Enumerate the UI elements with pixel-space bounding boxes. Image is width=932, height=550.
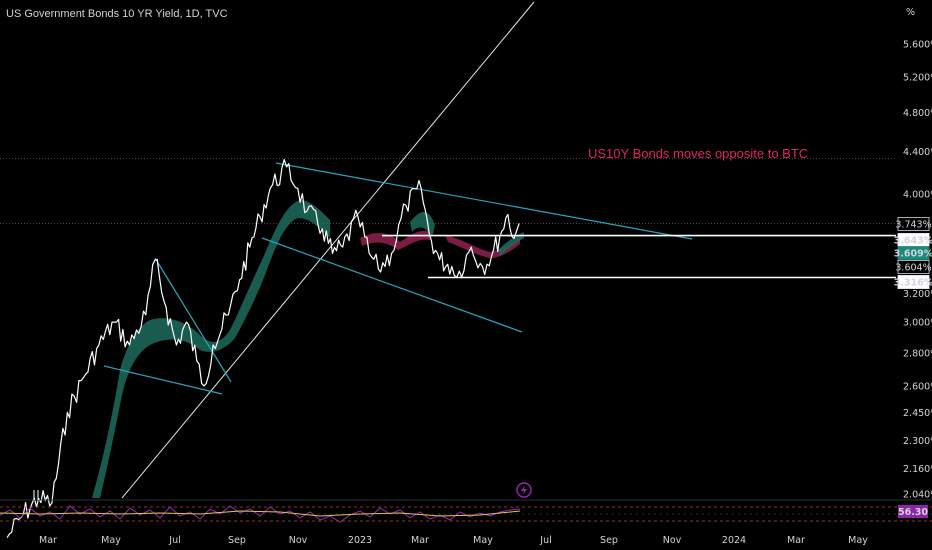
x-tick-label: Nov — [663, 535, 682, 546]
x-tick-label: 2024 — [722, 535, 746, 546]
x-tick-label: Mar — [411, 535, 429, 546]
x-tick-label: Jul — [539, 535, 551, 546]
horizontal-levels[interactable] — [382, 234, 896, 279]
y-tick-label: 2.600% — [903, 381, 932, 392]
x-tick-label: Mar — [39, 535, 57, 546]
x-tick-label: May — [848, 535, 868, 546]
dotted-reference-lines — [0, 158, 896, 224]
y-tick-label: 2.450% — [903, 408, 932, 419]
x-tick-label: Jul — [168, 535, 180, 546]
y-tick-label: 4.800% — [903, 108, 932, 119]
y-tick-label: 4.000% — [903, 189, 932, 200]
unit-label: % — [906, 7, 915, 18]
price-label-box — [897, 260, 930, 274]
y-tick-label: 3.200% — [903, 289, 932, 300]
wedge-upper — [154, 257, 232, 383]
price-scale[interactable]: 5.600% 5.200% 4.800% 4.400% 4.000% 3.200% 3.00… — [903, 40, 932, 501]
x-tick-label: May — [473, 535, 493, 546]
price-label-2: 3.609% — [894, 246, 932, 260]
cloud-green-3 — [498, 232, 524, 256]
channel-upper — [275, 162, 693, 240]
y-tick-label: 2.300% — [903, 436, 932, 447]
price-label-text: 3.316% — [894, 277, 932, 288]
price-label-text: 3.609% — [894, 248, 932, 259]
wedge-lower — [103, 365, 223, 395]
osc-purple-line — [0, 505, 521, 523]
price-label-text: 3.643% — [894, 235, 932, 246]
y-tick-label: 5.200% — [903, 73, 932, 84]
x-tick-label: Sep — [228, 535, 246, 546]
osc-yellow-line — [0, 510, 521, 517]
price-series-line[interactable] — [6, 158, 520, 538]
channel-lower — [261, 237, 523, 333]
x-tick-label: Sep — [600, 535, 618, 546]
y-tick-label: 3.000% — [903, 318, 932, 329]
price-label-4: 3.316% — [894, 275, 932, 289]
price-label-text: 3.604% — [895, 262, 931, 273]
price-label-3: 3.604% — [895, 260, 932, 274]
x-tick-label: 2023 — [348, 535, 372, 546]
y-tick-label: 2.800% — [903, 348, 932, 359]
price-labels: 3.743% 3.643% 3.609% 3.604% 3.316% — [894, 217, 932, 289]
time-scale[interactable]: Mar May Jul Sep Nov 2023 Mar May Jul Sep Nov 2024 Ma… — [39, 535, 868, 546]
oscillator-pane[interactable] — [0, 490, 932, 523]
osc-badge-bg — [898, 505, 928, 518]
y-tick-label: 2.040% — [903, 490, 932, 501]
chart-title: US Government Bonds 10 YR Yield, 1D, TVC — [6, 8, 228, 20]
osc-value: 56.30 — [898, 507, 928, 518]
x-tick-label: Nov — [289, 535, 308, 546]
long-trend-line[interactable] — [121, 1, 535, 499]
price-label-box — [897, 246, 930, 260]
price-label-text: 3.743% — [895, 219, 931, 230]
x-tick-label: Mar — [787, 535, 805, 546]
lightning-event-icon[interactable] — [516, 482, 532, 498]
y-tick-label: 2.160% — [903, 464, 932, 475]
price-label-0: 3.743% — [895, 217, 932, 231]
x-tick-label: May — [101, 535, 121, 546]
chart-annotation[interactable]: US10Y Bonds moves opposite to BTC — [588, 146, 808, 161]
price-label-1: 3.643% — [894, 233, 932, 247]
price-label-box — [897, 275, 930, 289]
channel-lines[interactable] — [103, 162, 693, 395]
y-tick-label: 4.400% — [903, 147, 932, 158]
y-tick-label: 5.600% — [903, 40, 932, 51]
price-label-box — [897, 217, 930, 231]
